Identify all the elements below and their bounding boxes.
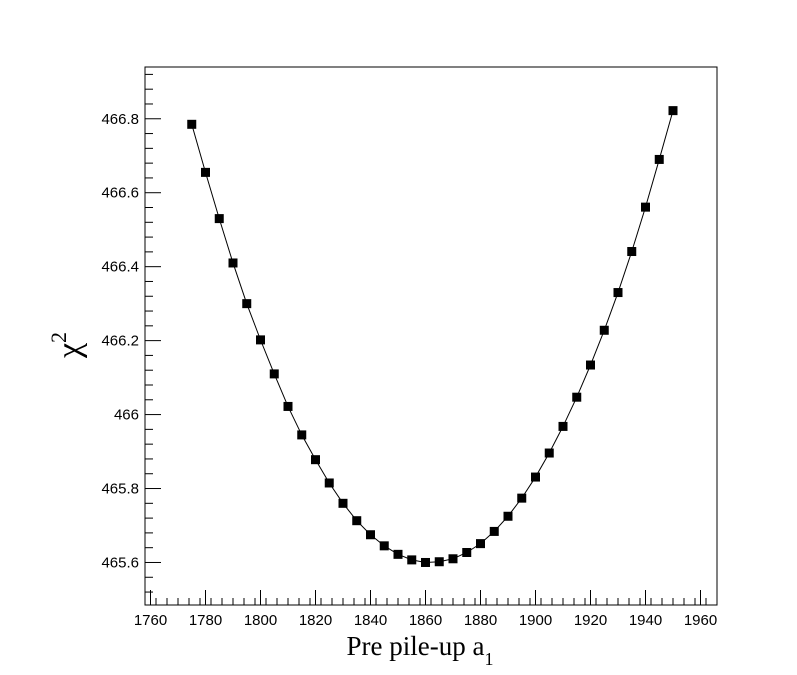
data-point [531, 472, 540, 482]
y-tick-label: 465.6 [101, 554, 139, 571]
y-tick-label: 466.6 [101, 185, 139, 202]
data-point [407, 555, 417, 565]
data-point [352, 516, 362, 526]
data-point [558, 421, 568, 431]
y-tick-label: 466.4 [101, 259, 139, 276]
data-point [627, 247, 637, 257]
x-tick-label: 1880 [464, 612, 497, 629]
data-point [201, 167, 210, 177]
data-point [242, 299, 252, 309]
y-tick-label: 466.2 [101, 333, 139, 350]
data-point [586, 360, 595, 370]
data-point [613, 288, 623, 298]
data-point [311, 455, 320, 465]
data-point [599, 325, 609, 335]
data-point [256, 335, 265, 345]
data-point [517, 493, 527, 503]
data-point [338, 498, 348, 508]
x-axis-title: Pre pile-up a1 [347, 631, 494, 669]
y-tick-label: 465.8 [101, 481, 139, 498]
data-point [324, 478, 334, 488]
plot-frame [144, 66, 718, 606]
data-point [228, 258, 238, 268]
x-tick-label: 1960 [684, 612, 717, 629]
x-tick-label: 1780 [189, 612, 222, 629]
data-point [283, 401, 293, 411]
data-point [448, 554, 458, 564]
x-tick-label: 1760 [134, 612, 167, 629]
data-point [489, 526, 499, 536]
data-point [641, 202, 650, 212]
x-tick-label: 1900 [519, 612, 552, 629]
data-point [476, 539, 485, 549]
x-tick-label: 1840 [354, 612, 387, 629]
x-axis-title-main: Pre pile-up a [347, 631, 485, 661]
x-axis-ticks: 1760 1780 1800 1820 1840 1860 1880 1900 1920 1940… [134, 590, 718, 629]
data-point [503, 511, 513, 521]
data-points [187, 106, 678, 567]
x-tick-label: 1800 [244, 612, 277, 629]
x-tick-label: 1820 [299, 612, 332, 629]
data-point [654, 154, 664, 164]
x-tick-label: 1940 [629, 612, 662, 629]
data-point [269, 369, 279, 379]
x-tick-label: 1920 [574, 612, 607, 629]
y-axis-ticks: 465.6 465.8 466 466.2 466.4 466.6 466.8 [101, 73, 161, 593]
data-point [366, 530, 375, 540]
x-tick-label: 1860 [409, 612, 442, 629]
data-point [544, 448, 554, 458]
y-axis-title-superscript: 2 [46, 332, 71, 343]
series-line [191, 110, 674, 563]
data-point [187, 119, 197, 129]
y-axis-title-main: χ [51, 343, 88, 359]
data-point [668, 106, 678, 116]
y-tick-label: 466 [114, 407, 139, 424]
data-point [214, 214, 224, 224]
data-point [462, 547, 472, 557]
data-point [434, 557, 444, 567]
data-point [393, 549, 403, 559]
y-axis-title: χ2 [46, 332, 88, 359]
y-tick-label: 466.8 [101, 111, 139, 128]
data-point [379, 541, 389, 551]
x-axis-title-subscript: 1 [484, 649, 493, 669]
data-point [421, 557, 430, 567]
data-point [572, 392, 582, 402]
data-point [297, 430, 307, 440]
